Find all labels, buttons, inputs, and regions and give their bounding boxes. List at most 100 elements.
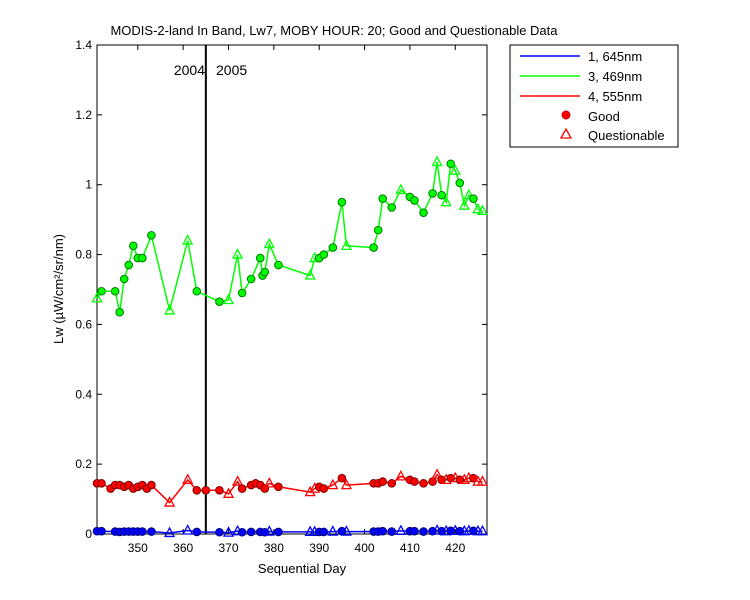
legend-label-555nm: 4, 555nm	[588, 89, 642, 104]
good-point	[455, 178, 465, 188]
questionable-point	[232, 475, 244, 486]
questionable-point	[91, 291, 103, 303]
legend-questionable-marker	[559, 127, 573, 139]
questionable-point	[340, 239, 352, 250]
y-tick-label: 1.2	[75, 108, 92, 122]
legend-label-questionable: Questionable	[588, 128, 665, 143]
series-4-555nm	[92, 468, 489, 507]
good-point	[469, 194, 478, 203]
good-point	[337, 473, 347, 483]
x-tick-label: 360	[173, 541, 193, 555]
chart-title: MODIS-2-land In Band, Lw7, MOBY HOUR: 20…	[110, 23, 558, 38]
questionable-point	[263, 476, 275, 488]
x-tick-label: 420	[445, 541, 465, 555]
good-point	[237, 484, 247, 493]
good-point	[115, 307, 124, 317]
questionable-point	[395, 469, 407, 481]
series-3-469nm	[91, 155, 489, 317]
good-point	[124, 260, 134, 270]
legend-label-good: Good	[588, 109, 620, 124]
series-layer	[91, 155, 489, 538]
year-label-2005: 2005	[216, 62, 247, 78]
questionable-point	[163, 496, 176, 507]
questionable-point	[458, 473, 470, 485]
questionable-point	[232, 248, 244, 259]
questionable-point	[458, 199, 470, 210]
good-point	[274, 482, 283, 492]
questionable-point	[304, 269, 316, 280]
good-point	[328, 243, 338, 252]
questionable-point	[340, 478, 352, 490]
y-tick-label: 1	[85, 178, 92, 192]
questionable-point	[163, 304, 176, 315]
questionable-point	[395, 524, 407, 536]
y-tick-label: 1.4	[75, 38, 92, 52]
questionable-point	[449, 164, 461, 175]
good-point	[378, 526, 387, 536]
good-point	[119, 274, 129, 284]
x-tick-label: 410	[400, 541, 420, 555]
good-point	[428, 189, 437, 198]
series-1-645nm	[92, 524, 489, 538]
good-point	[387, 527, 397, 536]
questionable-point	[263, 525, 275, 536]
good-point	[260, 267, 270, 277]
good-point	[369, 243, 378, 252]
good-point	[138, 527, 147, 536]
y-axis: 0 0.2 0.4 0.6 0.8 1 1.2 1.4	[75, 38, 487, 541]
good-point	[428, 477, 437, 486]
good-point	[237, 527, 247, 537]
good-point	[215, 486, 224, 495]
questionable-point	[431, 468, 443, 479]
questionable-point	[395, 183, 407, 195]
good-point	[147, 527, 156, 536]
y-tick-label: 0	[85, 527, 92, 541]
legend-good-marker	[561, 110, 571, 120]
good-point	[373, 225, 383, 235]
x-axis-label: Sequential Day	[258, 561, 347, 576]
x-tick-label: 400	[355, 541, 375, 555]
questionable-point	[222, 526, 235, 537]
y-tick-label: 0.6	[75, 317, 92, 331]
questionable-point	[476, 524, 489, 536]
good-point	[378, 477, 387, 486]
legend: 1, 645nm 3, 469nm 4, 555nm Good Question…	[509, 44, 679, 148]
y-tick-label: 0.4	[75, 387, 92, 401]
good-point	[446, 159, 456, 169]
y-tick-label: 0.8	[75, 248, 92, 262]
questionable-point	[327, 478, 339, 490]
x-tick-label: 350	[128, 541, 148, 555]
good-point	[97, 526, 106, 536]
good-point	[255, 253, 265, 263]
good-point	[192, 486, 202, 495]
good-point	[110, 286, 120, 296]
good-point	[147, 231, 156, 240]
good-point	[246, 274, 256, 284]
good-point	[419, 208, 428, 217]
questionable-point	[431, 155, 443, 167]
good-point	[201, 486, 211, 495]
plot-area	[96, 44, 488, 535]
questionable-point	[327, 525, 339, 536]
questionable-point	[182, 524, 194, 535]
y-tick-label: 0.2	[75, 457, 92, 471]
good-point	[138, 253, 147, 263]
good-point	[437, 190, 446, 200]
good-point	[419, 527, 428, 536]
good-point	[337, 197, 347, 207]
questionable-point	[182, 473, 194, 485]
questionable-point	[340, 525, 352, 536]
good-point	[128, 241, 138, 251]
good-point	[215, 527, 224, 537]
y-axis-label: Lw (µW/cm²/sr/nm)	[51, 234, 66, 344]
questionable-point	[304, 485, 316, 497]
good-point	[192, 527, 202, 537]
good-point	[387, 479, 397, 488]
good-point	[274, 527, 283, 537]
good-point	[378, 194, 387, 203]
good-point	[319, 527, 329, 537]
good-point	[319, 484, 329, 493]
good-point	[410, 196, 419, 205]
questionable-point	[476, 475, 489, 486]
